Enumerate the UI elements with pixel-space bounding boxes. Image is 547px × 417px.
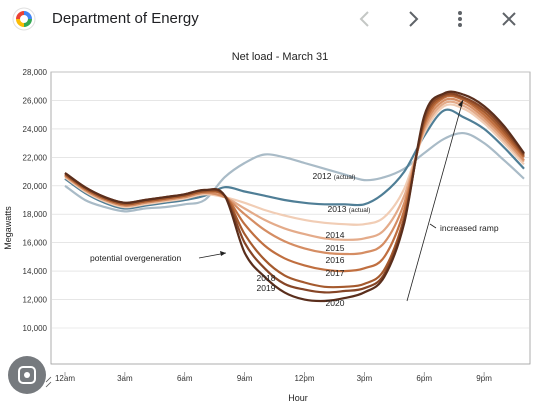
series-line xyxy=(64,97,525,256)
series-line xyxy=(64,93,525,289)
series-line xyxy=(64,103,525,226)
series-label: 2015 xyxy=(326,243,345,253)
page-title: Department of Energy xyxy=(52,10,199,27)
lens-search-button[interactable] xyxy=(8,356,46,394)
y-tick-label: 24,000 xyxy=(23,125,48,134)
close-button[interactable] xyxy=(496,6,522,32)
x-tick-label: 3am xyxy=(117,374,133,383)
series-line xyxy=(64,100,525,241)
series-label-qualifier: (actual) xyxy=(349,207,371,214)
y-tick-label: 16,000 xyxy=(23,239,48,248)
lens-search-icon xyxy=(18,366,36,384)
next-button[interactable] xyxy=(400,6,426,32)
y-tick-label: 20,000 xyxy=(23,182,48,191)
x-axis-label: Hour xyxy=(288,393,308,403)
series-label: 2013 (actual) xyxy=(328,204,371,214)
y-axis-label: Megawatts xyxy=(3,206,13,250)
y-tick-label: 10,000 xyxy=(23,324,48,333)
chart-image: Net load - March 31 Megawatts Hour 10,00… xyxy=(0,38,547,412)
series-label-year: 2012 xyxy=(313,171,334,181)
x-tick-label: 12pm xyxy=(294,374,314,383)
y-tick-label: 14,000 xyxy=(23,267,48,276)
more-vert-icon xyxy=(458,11,462,27)
x-tick-label: 9am xyxy=(237,374,253,383)
annotation-increased-ramp: increased ramp xyxy=(440,223,499,233)
x-tick-label: 6am xyxy=(177,374,193,383)
x-tick-label: 12am xyxy=(55,374,75,383)
series-label: 2014 xyxy=(326,230,345,240)
series-line xyxy=(64,90,525,303)
close-icon xyxy=(502,12,516,26)
chevron-left-icon xyxy=(359,11,369,27)
series-label: 2017 xyxy=(326,268,345,278)
series-line xyxy=(64,108,525,210)
net-load-chart: Net load - March 31 Megawatts Hour 10,00… xyxy=(3,51,531,403)
chevron-right-icon xyxy=(409,11,419,27)
series-label: 2018 xyxy=(257,273,276,283)
y-tick-label: 22,000 xyxy=(23,153,48,162)
app-logo-icon xyxy=(12,7,36,31)
series-label: 2012 (actual) xyxy=(313,171,356,181)
more-options-button[interactable] xyxy=(447,6,473,32)
series-label: 2019 xyxy=(257,283,276,293)
series-label-qualifier: (actual) xyxy=(334,174,356,181)
ramp-arrowhead xyxy=(458,100,463,107)
annotation-overgeneration: potential overgeneration xyxy=(90,253,181,263)
series-label-year: 2013 xyxy=(328,204,349,214)
series-label: 2016 xyxy=(326,255,345,265)
x-tick-label: 3pm xyxy=(357,374,373,383)
header-bar: Department of Energy xyxy=(0,0,547,38)
ramp-arrow-line xyxy=(406,99,464,302)
y-tick-label: 26,000 xyxy=(23,96,48,105)
y-tick-label: 12,000 xyxy=(23,296,48,305)
series-line xyxy=(64,131,525,213)
annotation-arrowhead xyxy=(220,251,226,256)
series-label: 2020 xyxy=(326,298,345,308)
y-tick-label: 28,000 xyxy=(23,68,48,77)
y-tick-label: 18,000 xyxy=(23,210,48,219)
chart-title: Net load - March 31 xyxy=(232,51,329,63)
x-tick-label: 9pm xyxy=(476,374,492,383)
ramp-bracket-tick xyxy=(429,223,437,229)
axis-break-mark xyxy=(45,376,52,388)
previous-button[interactable] xyxy=(352,6,378,32)
x-tick-label: 6pm xyxy=(416,374,432,383)
